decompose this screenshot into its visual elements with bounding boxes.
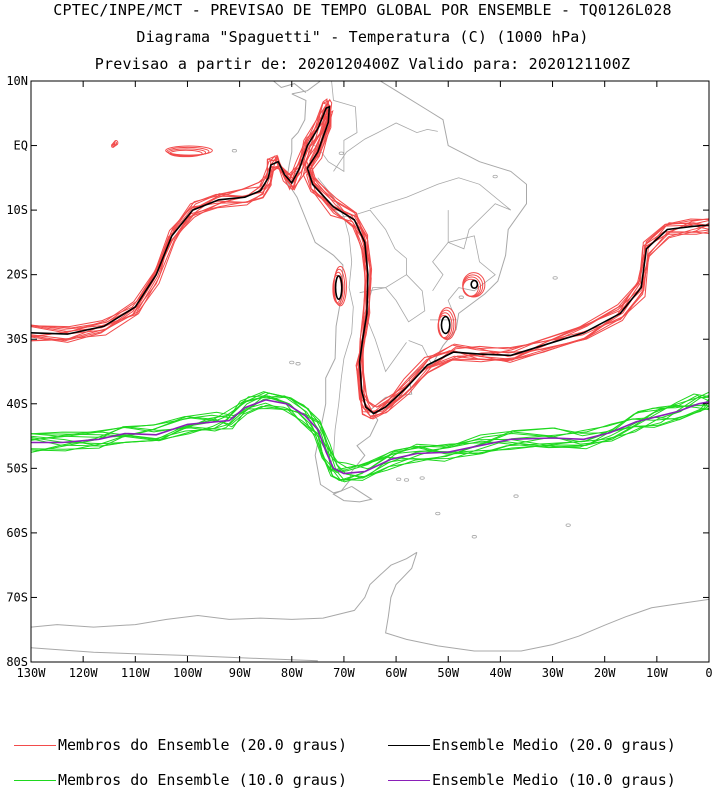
island-outline xyxy=(338,151,344,156)
legend-swatch xyxy=(388,744,430,746)
legend-row-1: Membros do Ensemble (20.0 graus) Ensembl… xyxy=(0,736,725,756)
member-20-contour xyxy=(31,107,709,408)
lat-tick-label: EQ xyxy=(14,139,28,153)
legend-item-mean-20: Ensemble Medio (20.0 graus) xyxy=(388,736,676,754)
ross-edge-coast xyxy=(31,647,318,662)
mean-10-contour xyxy=(31,399,709,475)
island-outline xyxy=(458,295,464,299)
island-outline xyxy=(289,360,295,365)
island-outline xyxy=(565,523,571,527)
forecast-dates: Previsao a partir de: 2020120400Z Valido… xyxy=(94,55,631,73)
member-20-closed-contour xyxy=(112,141,118,147)
lat-tick-label: 50S xyxy=(6,461,28,475)
member-20-contour xyxy=(31,110,709,408)
mean-20-closed-contour xyxy=(334,275,343,300)
island-outline xyxy=(513,494,519,498)
legend-item-members-20: Membros do Ensemble (20.0 graus) xyxy=(14,736,347,754)
central-america-coast xyxy=(272,81,307,93)
member-20-closed-contour xyxy=(113,140,119,146)
island-outline xyxy=(552,276,558,280)
lon-tick-label: 130W xyxy=(17,666,47,680)
island-outline xyxy=(471,535,477,539)
member-20-contour xyxy=(31,112,709,412)
member-10-contour xyxy=(31,391,709,481)
lon-tick-label: 90W xyxy=(229,666,251,680)
legend-label: Membros do Ensemble (10.0 graus) xyxy=(58,771,347,789)
coastline-layer xyxy=(31,65,709,662)
lat-tick-label: 70S xyxy=(6,590,28,604)
member-20-closed-contour xyxy=(165,145,213,156)
border-bolivia xyxy=(348,209,407,294)
island-outline xyxy=(492,174,498,179)
legend-row-2: Membros do Ensemble (10.0 graus) Ensembl… xyxy=(0,771,725,791)
legend-item-mean-10: Ensemble Medio (10.0 graus) xyxy=(388,771,676,789)
mean-20-contour xyxy=(31,105,709,415)
island-outline xyxy=(435,511,441,516)
legend-item-members-10: Membros do Ensemble (10.0 graus) xyxy=(14,771,347,789)
lat-tick-label: 40S xyxy=(6,397,28,411)
border-brazil-states xyxy=(369,177,512,250)
mean-20-closed-contour xyxy=(440,315,451,335)
island-outline xyxy=(295,362,301,366)
border-argentina xyxy=(364,287,407,373)
ensemble-mean-layer xyxy=(31,105,709,475)
lon-tick-label: 60W xyxy=(385,666,407,680)
caribbean-coast xyxy=(339,68,360,74)
lon-tick-label: 80W xyxy=(281,666,303,680)
member-10-contour xyxy=(31,395,709,473)
lat-tick-label: 60S xyxy=(6,526,28,540)
lat-tick-label: 10S xyxy=(6,203,28,217)
border-uruguay xyxy=(408,340,432,364)
member-10-contour xyxy=(31,392,709,483)
member-20-contour xyxy=(31,102,709,414)
south-america-coast xyxy=(286,81,527,494)
members-20-layer xyxy=(31,98,709,420)
legend-label: Membros do Ensemble (20.0 graus) xyxy=(58,736,347,754)
lat-tick-label: 80S xyxy=(6,655,28,669)
border-paraguay xyxy=(385,274,426,323)
member-20-contour xyxy=(31,98,709,415)
member-10-contour xyxy=(31,391,709,482)
lat-tick-label: 20S xyxy=(6,268,28,282)
member-20-closed-contour xyxy=(438,307,457,341)
lat-tick-label: 30S xyxy=(6,332,28,346)
lon-tick-label: 120W xyxy=(69,666,99,680)
legend-label: Ensemble Medio (20.0 graus) xyxy=(432,736,676,754)
chart-title: CPTEC/INPE/MCT - PREVISAO DE TEMPO GLOBA… xyxy=(53,1,672,19)
map-frame xyxy=(30,80,710,663)
border-amazon xyxy=(333,122,438,172)
island-outline xyxy=(391,73,395,76)
island-outline xyxy=(419,476,425,480)
mean-20-closed-contour xyxy=(470,279,479,290)
member-20-closed-contour xyxy=(166,146,210,157)
lon-tick-label: 70W xyxy=(333,666,355,680)
legend-swatch xyxy=(14,744,56,746)
island-outline xyxy=(386,65,390,68)
weddell-coast xyxy=(385,552,709,652)
island-outline xyxy=(231,149,237,153)
lon-tick-label: 20W xyxy=(594,666,616,680)
chart-subtitle: Diagrama "Spaguetti" - Temperatura (C) (… xyxy=(136,28,589,46)
member-10-contour xyxy=(31,402,709,469)
lon-tick-label: 100W xyxy=(173,666,203,680)
antarctic-peninsula-coast xyxy=(31,551,418,628)
lon-tick-label: 110W xyxy=(121,666,151,680)
legend-label: Ensemble Medio (10.0 graus) xyxy=(432,771,676,789)
lon-tick-label: 10W xyxy=(646,666,668,680)
lon-tick-label: 0 xyxy=(705,666,712,680)
lon-tick-label: 40W xyxy=(490,666,512,680)
tierra-del-fuego-coast xyxy=(332,485,373,503)
legend-swatch xyxy=(14,779,56,781)
lat-tick-label: 10N xyxy=(6,74,28,88)
island-outline xyxy=(396,477,402,482)
lon-tick-label: 50W xyxy=(437,666,459,680)
island-outline xyxy=(403,478,410,482)
legend-swatch xyxy=(388,779,430,781)
member-20-closed-contour xyxy=(333,265,347,307)
lon-tick-label: 30W xyxy=(542,666,564,680)
member-20-closed-contour xyxy=(462,272,486,298)
border-brazil-south xyxy=(430,235,496,321)
